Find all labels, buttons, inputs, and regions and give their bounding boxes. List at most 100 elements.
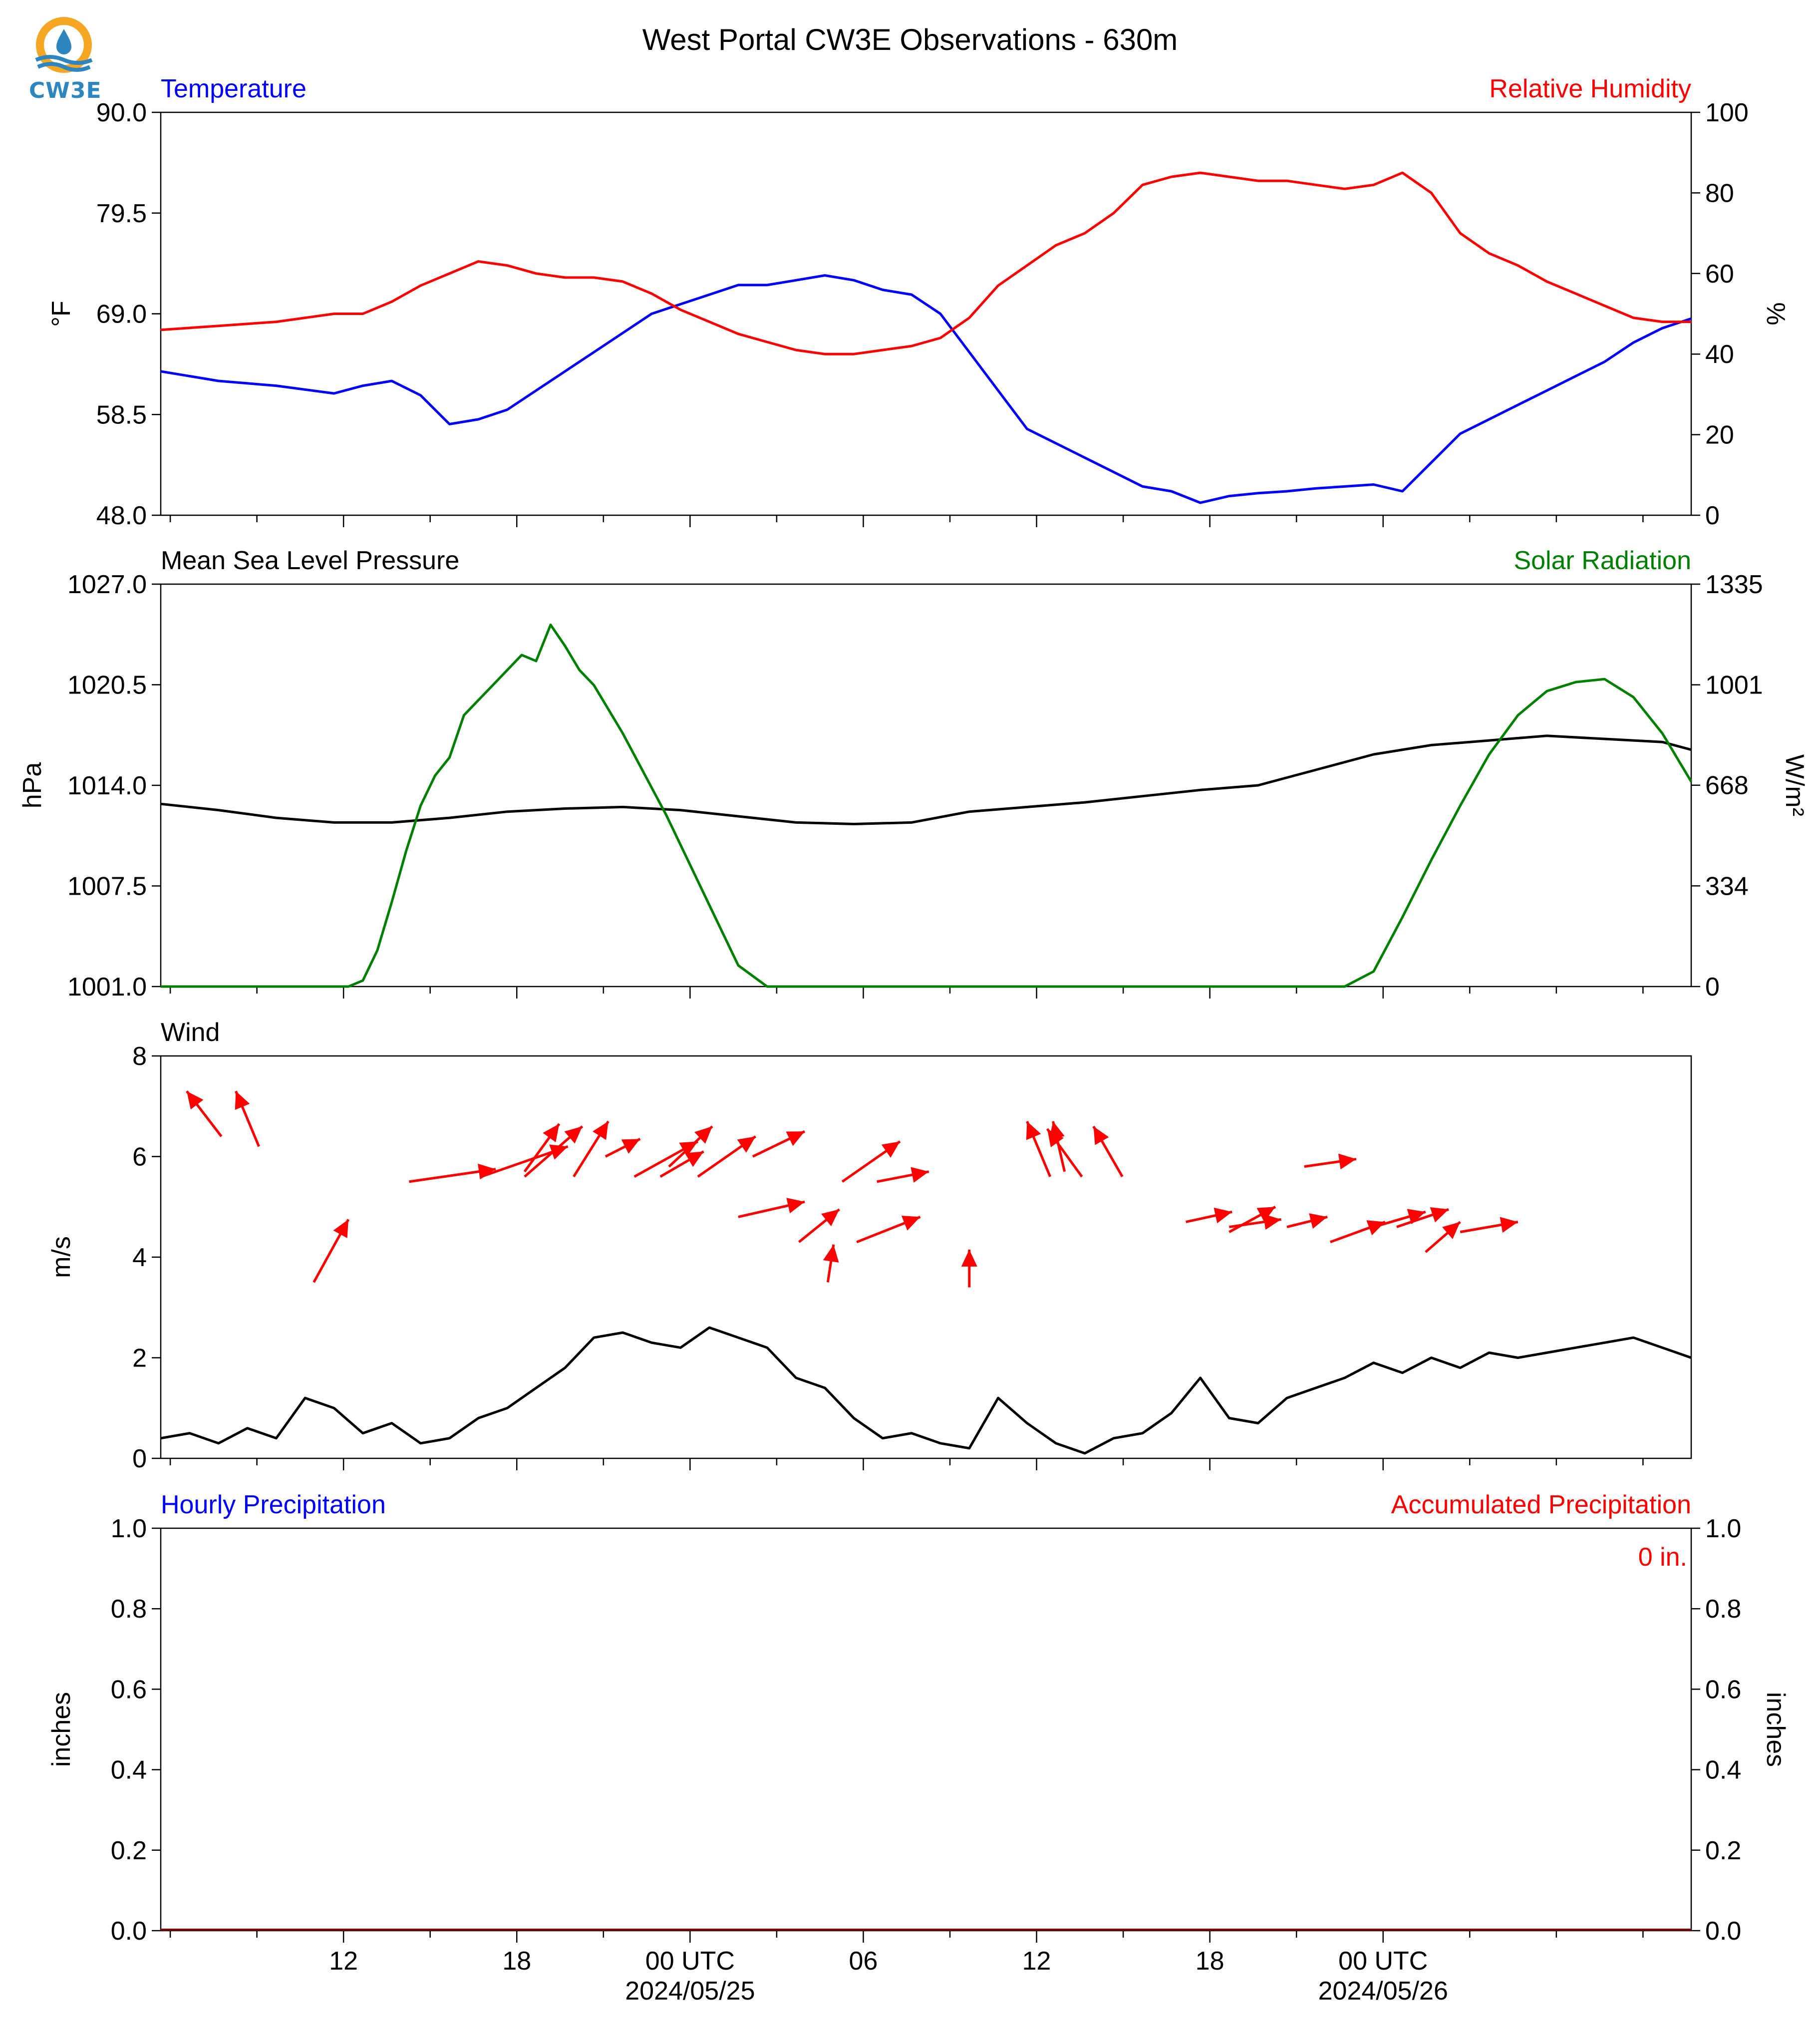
ytick-label: 69.0 bbox=[96, 300, 147, 329]
panel-title-left-1: Temperature bbox=[161, 74, 306, 103]
ytick-right-label: 1335 bbox=[1705, 570, 1763, 599]
ytick-label: 1001.0 bbox=[67, 973, 147, 1002]
ytick-label: 0.8 bbox=[111, 1595, 147, 1624]
ytick-label: 58.5 bbox=[96, 400, 147, 429]
wind-arrow-head bbox=[1407, 1209, 1426, 1225]
cw3e-logo: CW3E bbox=[29, 14, 102, 104]
xtick-label: 06 bbox=[849, 1947, 878, 1976]
ytick-label: 6 bbox=[132, 1143, 147, 1172]
panel-frame-1 bbox=[160, 111, 1692, 516]
wind-arrow-head bbox=[1430, 1207, 1449, 1223]
wind-arrow-head bbox=[1366, 1220, 1385, 1236]
wind-arrow-head bbox=[823, 1244, 839, 1263]
wind-arrow-head bbox=[593, 1121, 608, 1140]
wind-arrow-head bbox=[543, 1124, 560, 1142]
chart-title: West Portal CW3E Observations - 630m bbox=[642, 23, 1178, 56]
wind-arrow-head bbox=[910, 1167, 929, 1183]
ytick-right-label: 0 bbox=[1705, 973, 1720, 1002]
ytick-right-label: 0.8 bbox=[1705, 1595, 1741, 1624]
wind-arrow-head bbox=[694, 1126, 712, 1144]
ytick-right-label: 0.6 bbox=[1705, 1675, 1741, 1704]
panel-title-right-4: Accumulated Precipitation bbox=[1391, 1490, 1691, 1519]
logo-text: CW3E bbox=[29, 78, 102, 103]
ytick-label: 4 bbox=[132, 1243, 147, 1272]
xtick-label: 00 UTC bbox=[1338, 1947, 1428, 1976]
ytick-right-label: 334 bbox=[1705, 872, 1749, 901]
wind-arrow-head bbox=[1309, 1213, 1328, 1229]
panel-title-left-2: Mean Sea Level Pressure bbox=[161, 546, 459, 575]
ytick-label: 1027.0 bbox=[67, 570, 147, 599]
wind-arrow-head bbox=[235, 1091, 250, 1110]
wind-arrow-head bbox=[1338, 1153, 1356, 1170]
ytick-label: 1007.5 bbox=[67, 872, 147, 901]
wind-arrow-head bbox=[564, 1126, 583, 1144]
ytick-right-label: 80 bbox=[1705, 179, 1734, 208]
ytick-right-label: 1.0 bbox=[1705, 1514, 1741, 1543]
ylabel-right-4: inches bbox=[1761, 1692, 1790, 1767]
xtick-label: 00 UTC bbox=[645, 1947, 735, 1976]
wind-arrow-head bbox=[333, 1219, 349, 1238]
ytick-right-label: 0.2 bbox=[1705, 1836, 1741, 1865]
ytick-label: 48.0 bbox=[96, 501, 147, 530]
ytick-label: 0.0 bbox=[111, 1917, 147, 1946]
wind-arrow-head bbox=[961, 1249, 977, 1267]
ytick-label: 0.2 bbox=[111, 1836, 147, 1865]
ytick-label: 8 bbox=[132, 1042, 147, 1071]
series-relative-humidity bbox=[160, 171, 1691, 355]
wind-arrow-head bbox=[1256, 1207, 1275, 1222]
ylabel-left-4: inches bbox=[47, 1692, 76, 1767]
ytick-right-label: 20 bbox=[1705, 421, 1734, 450]
wind-arrow-head bbox=[1047, 1129, 1064, 1148]
panel-frame-3 bbox=[160, 1055, 1692, 1459]
xtick-label: 12 bbox=[1022, 1947, 1051, 1976]
precip-total-annotation: 0 in. bbox=[1638, 1543, 1687, 1572]
ytick-right-label: 668 bbox=[1705, 771, 1749, 800]
wind-arrow-head bbox=[901, 1216, 920, 1231]
series-mean-sea-level-pressure bbox=[160, 734, 1692, 825]
ytick-label: 79.5 bbox=[96, 199, 147, 228]
xtick-label: 12 bbox=[329, 1947, 358, 1976]
panel-title-right-1: Relative Humidity bbox=[1489, 74, 1691, 103]
ylabel-left-3: m/s bbox=[47, 1236, 76, 1278]
wind-arrow-head bbox=[786, 1131, 805, 1146]
series-temperature bbox=[160, 274, 1692, 504]
panel-title-right-2: Solar Radiation bbox=[1514, 546, 1691, 575]
wind-arrow-head bbox=[881, 1141, 900, 1158]
wind-arrow-head bbox=[1442, 1222, 1461, 1239]
panel-title-left-4: Hourly Precipitation bbox=[161, 1490, 386, 1519]
wind-arrow-head bbox=[1263, 1214, 1281, 1230]
wind-arrow-head bbox=[786, 1198, 805, 1214]
ylabel-right-1: % bbox=[1761, 302, 1790, 325]
xtick-date-label: 2024/05/26 bbox=[1318, 1977, 1448, 2006]
ytick-label: 0 bbox=[132, 1444, 147, 1473]
wind-arrow-head bbox=[1093, 1126, 1109, 1145]
ytick-right-label: 60 bbox=[1705, 260, 1734, 289]
wind-arrow-head bbox=[685, 1151, 704, 1167]
cw3e-logo-icon bbox=[35, 17, 93, 73]
ytick-label: 1.0 bbox=[111, 1514, 147, 1543]
ytick-right-label: 1001 bbox=[1705, 671, 1763, 700]
ytick-right-label: 0.4 bbox=[1705, 1756, 1741, 1785]
wind-arrow-head bbox=[549, 1144, 568, 1160]
wind-arrow-head bbox=[737, 1136, 756, 1153]
ytick-right-label: 40 bbox=[1705, 340, 1734, 369]
wind-arrow-head bbox=[1500, 1217, 1518, 1233]
ytick-right-label: 0.0 bbox=[1705, 1917, 1741, 1946]
panel-title-left-3: Wind bbox=[161, 1018, 220, 1047]
ytick-label: 0.4 bbox=[111, 1756, 147, 1785]
ytick-right-label: 0 bbox=[1705, 501, 1720, 530]
ytick-label: 0.6 bbox=[111, 1675, 147, 1704]
series-solar-radiation bbox=[161, 624, 1693, 988]
ytick-label: 1020.5 bbox=[67, 671, 147, 700]
ytick-label: 1014.0 bbox=[67, 771, 147, 800]
ytick-right-label: 100 bbox=[1705, 98, 1749, 127]
ylabel-left-2: hPa bbox=[18, 762, 47, 809]
ytick-label: 90.0 bbox=[96, 98, 147, 127]
panel-frame-2 bbox=[160, 583, 1692, 988]
xtick-date-label: 2024/05/25 bbox=[625, 1977, 755, 2006]
xtick-label: 18 bbox=[502, 1947, 531, 1976]
panel-frame-4 bbox=[160, 1527, 1692, 1932]
wind-arrow-head bbox=[187, 1091, 204, 1110]
wind-arrow-head bbox=[621, 1139, 640, 1154]
